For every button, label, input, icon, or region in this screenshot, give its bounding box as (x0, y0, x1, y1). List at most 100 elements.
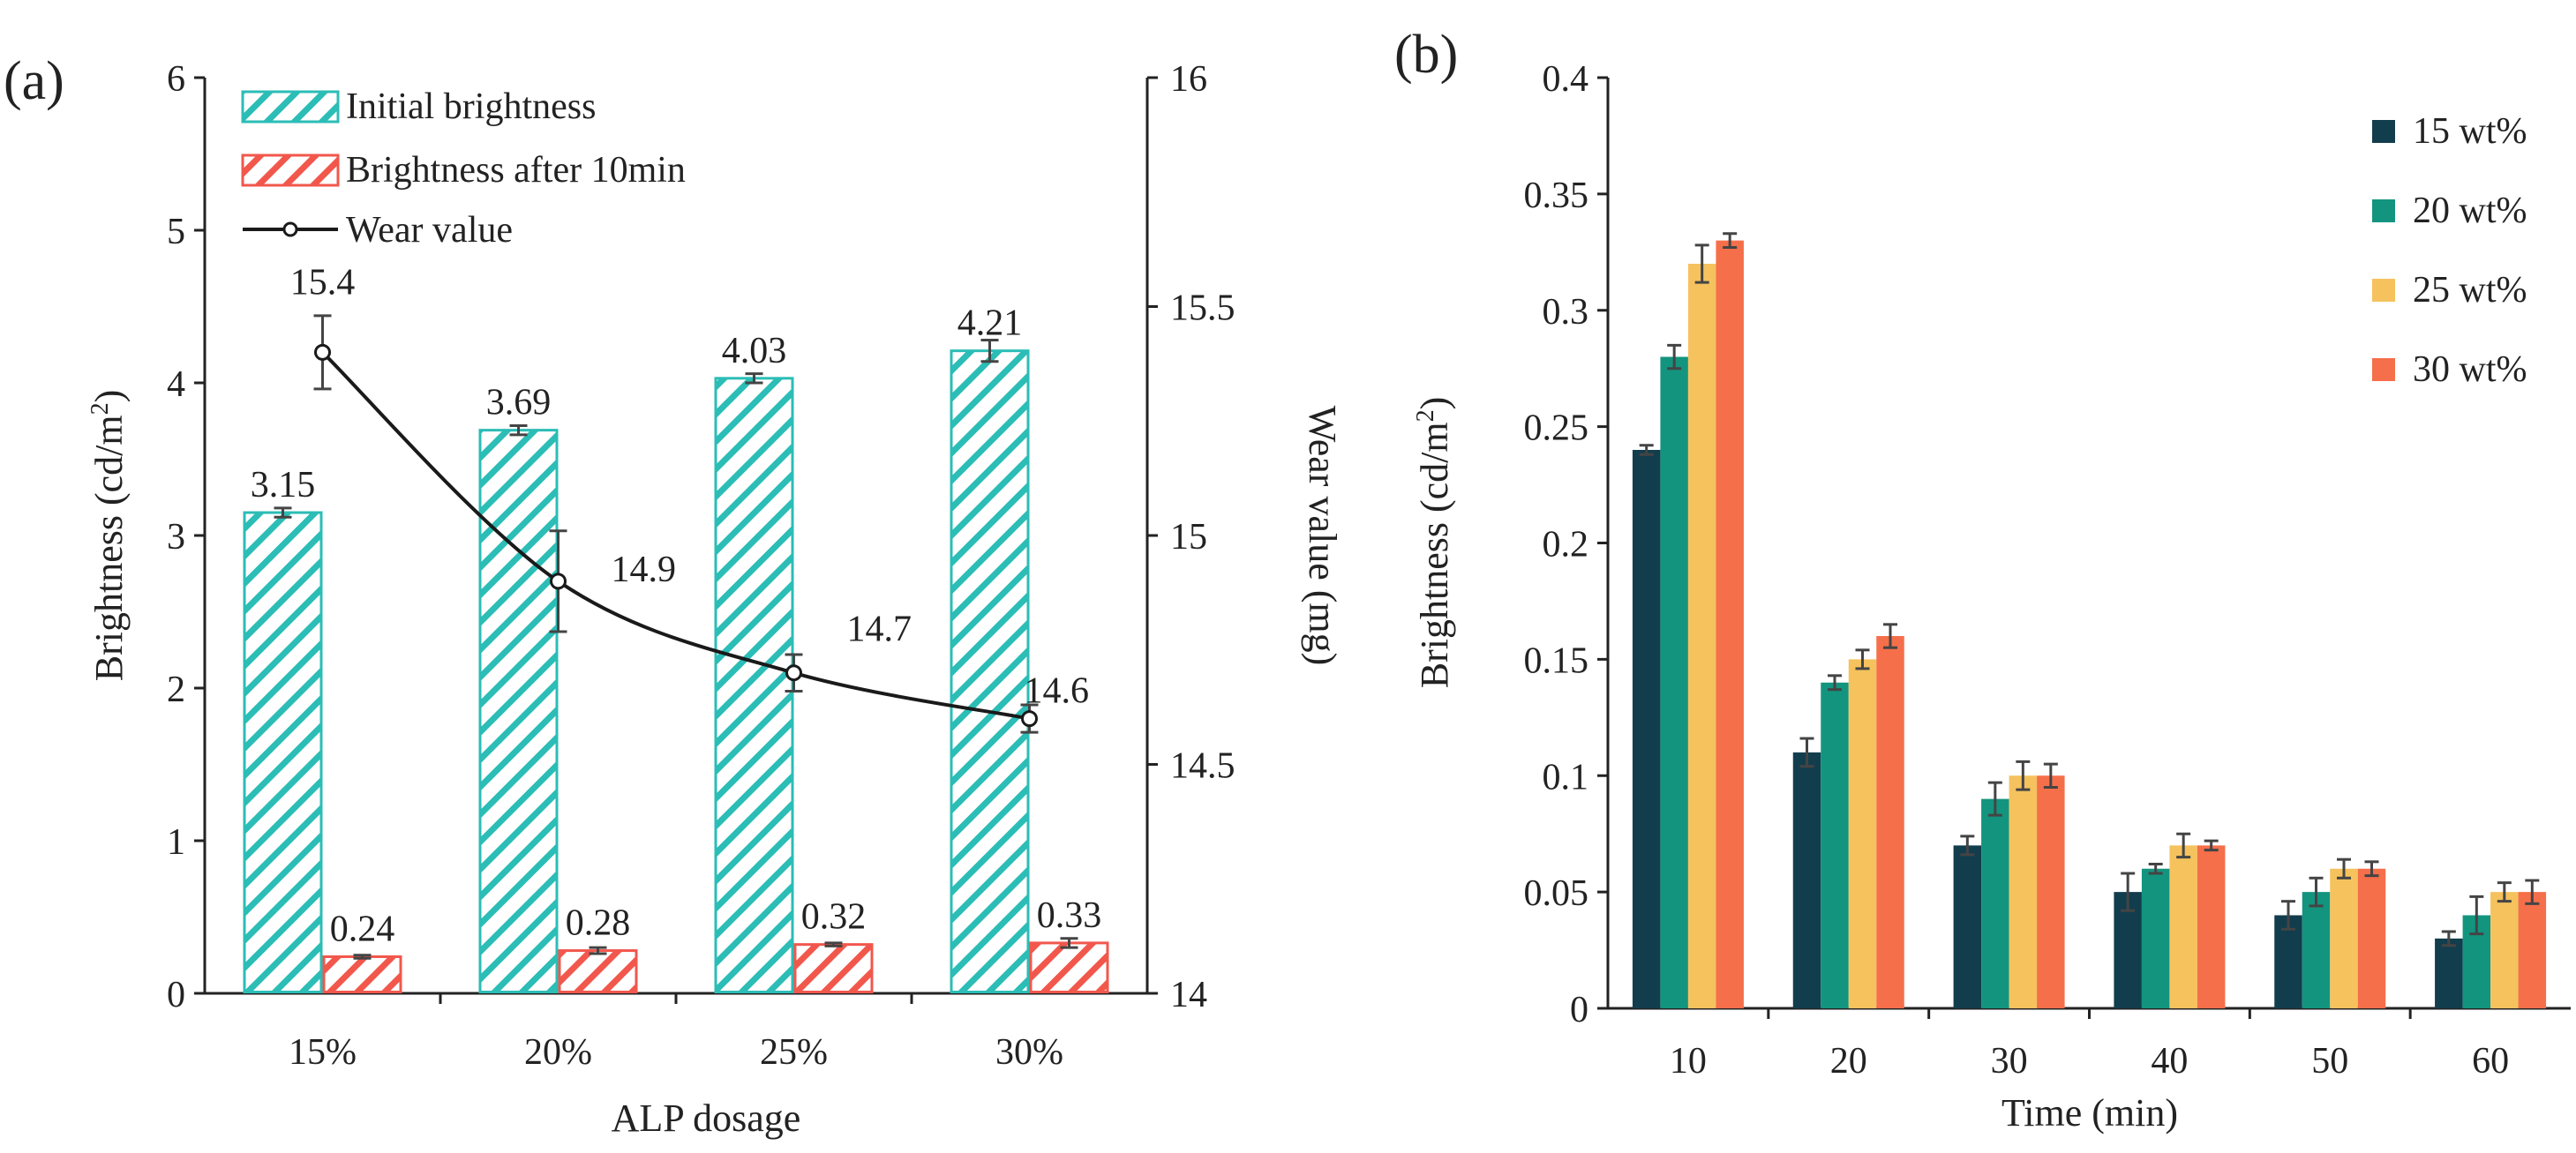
legend-label: 30 wt% (2413, 349, 2527, 390)
y-tick-label: 0 (1570, 990, 1588, 1030)
wear-value-label: 14.6 (1025, 671, 1090, 712)
error-bar (2043, 762, 2058, 789)
error-bar (2525, 879, 2540, 905)
panel-a-bars (243, 339, 1109, 994)
bar-value-label: 0.28 (566, 903, 631, 944)
bar-25wt-t30 (2009, 775, 2038, 1008)
right-tick-label: 14 (1170, 975, 1207, 1015)
error-bar (353, 954, 372, 960)
bar-30wt-t10 (1716, 240, 1744, 1008)
x-tick-label: 20 (1830, 1041, 1867, 1082)
bar-30wt-t40 (2197, 845, 2226, 1008)
right-tick-label: 14.5 (1170, 746, 1235, 787)
legend-item-15wtpct: 15 wt% (2372, 111, 2527, 152)
y-tick-label: 0.1 (1543, 757, 1589, 797)
left-tick-label: 0 (167, 975, 185, 1015)
svg-text:Brightness after 10min: Brightness after 10min (346, 150, 686, 191)
x-tick-label: 15% (289, 1032, 357, 1073)
left-tick-label: 1 (167, 822, 185, 863)
bar-30wt-t60 (2518, 892, 2547, 1008)
legend-item-brightness-after-10min: Brightness after 10min (241, 150, 686, 191)
bar-15wt-t60 (2435, 938, 2463, 1008)
bar-initial-30pct (950, 349, 1030, 994)
error-bar (1799, 737, 1814, 768)
y-tick-label: 0.05 (1524, 873, 1589, 914)
error-bar (1723, 232, 1738, 250)
legend-item-initial-brightness: Initial brightness (241, 86, 596, 127)
panel-a-label: (a) (4, 51, 64, 111)
bar-value-label: 4.03 (722, 331, 787, 371)
bar-25wt-t20 (1848, 659, 1877, 1008)
panel-b-x-title: Time (min) (2001, 1091, 2178, 1134)
error-bar (1828, 674, 1842, 692)
bar-25wt-t60 (2490, 892, 2519, 1008)
legend-swatch (2372, 199, 2395, 222)
bar-20wt-t10 (1660, 356, 1688, 1008)
error-bar (1694, 243, 1709, 284)
panel-b-y-ticks: 0 0.05 0.1 0.15 0.2 0.25 0.3 0.35 0.4 (1524, 59, 1608, 1030)
error-bar (2148, 862, 2163, 875)
left-tick-label: 6 (167, 59, 185, 100)
error-bar (274, 506, 292, 519)
y-tick-label: 0.15 (1524, 640, 1589, 681)
error-bar (2121, 872, 2136, 912)
bar-20wt-t50 (2302, 892, 2331, 1008)
panel-a-wear-line (313, 314, 1039, 734)
wear-point (550, 573, 567, 590)
error-bar (1987, 781, 2002, 817)
svg-text:Initial brightness: Initial brightness (346, 86, 596, 127)
panel-a-legend: Initial brightness Brightness after 10mi… (241, 86, 686, 251)
legend-label: 15 wt% (2413, 111, 2527, 152)
bar-after10min-20pct (558, 949, 638, 994)
bar-value-label: 4.21 (958, 303, 1023, 344)
bar-20wt-t30 (1981, 798, 2009, 1008)
error-bar (2364, 860, 2379, 878)
bar-after10min-15pct (322, 955, 402, 993)
x-tick-label: 30 (1991, 1041, 2028, 1082)
bar-initial-15pct (243, 511, 323, 993)
panel-a-y-left-title: Brightness (cd/m2) (86, 390, 131, 682)
panel-a-left-ticks: 0 1 2 3 4 5 6 (167, 59, 205, 1015)
legend-item-30wtpct: 30 wt% (2372, 349, 2527, 390)
bar-15wt-t10 (1632, 450, 1661, 1008)
svg-text:Wear value: Wear value (346, 210, 513, 251)
error-bar (589, 946, 607, 955)
bar-25wt-t50 (2330, 868, 2358, 1008)
x-tick-label: 25% (760, 1032, 828, 1073)
bar-30wt-t30 (2037, 775, 2065, 1008)
bar-value-label: 3.69 (486, 383, 552, 423)
wear-point (785, 664, 802, 682)
bar-initial-25pct (714, 377, 794, 993)
bar-after10min-25pct (793, 943, 874, 994)
error-bar (2281, 900, 2295, 931)
left-tick-label: 3 (167, 517, 185, 558)
x-tick-label: 10 (1670, 1041, 1707, 1082)
bar-25wt-t10 (1687, 264, 1716, 1008)
x-tick-label: 20% (524, 1032, 592, 1073)
legend-item-wear-value: Wear value (243, 210, 513, 251)
error-bar (1667, 343, 1682, 371)
bar-value-label: 0.24 (330, 909, 395, 949)
legend-swatch (2372, 279, 2395, 302)
error-bar (2204, 839, 2219, 852)
error-bar (2337, 857, 2351, 880)
bar-25wt-t40 (2169, 845, 2197, 1008)
panel-b-label: (b) (1394, 25, 1458, 85)
legend-swatch (2372, 358, 2395, 381)
left-tick-label: 2 (167, 670, 185, 710)
bar-value-label: 0.32 (801, 897, 867, 938)
error-bar (2016, 760, 2031, 791)
bar-30wt-t50 (2357, 868, 2386, 1008)
y-tick-label: 0.4 (1543, 59, 1589, 100)
legend-swatch (2372, 120, 2395, 143)
panel-a-y-right-title: Wear value (mg) (1301, 406, 1344, 666)
wear-point (314, 343, 331, 361)
x-tick-label: 60 (2472, 1041, 2509, 1082)
bar-value-label: 3.15 (251, 465, 316, 505)
panel-b-x-ticks: 10 20 30 40 50 60 (1670, 1008, 2509, 1082)
panel-a-x-title: ALP dosage (612, 1097, 801, 1140)
bar-15wt-t30 (1953, 845, 1982, 1008)
error-bar (824, 941, 843, 947)
error-bar (980, 339, 999, 363)
